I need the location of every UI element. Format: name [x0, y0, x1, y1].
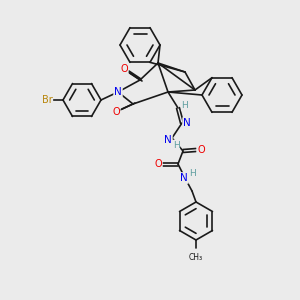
Text: CH₃: CH₃ — [189, 253, 203, 262]
Text: H: H — [182, 101, 188, 110]
Text: N: N — [164, 135, 172, 145]
Text: Br: Br — [42, 95, 52, 105]
Text: O: O — [154, 159, 162, 169]
Text: O: O — [120, 64, 128, 74]
Text: H: H — [189, 169, 195, 178]
Text: N: N — [180, 173, 188, 183]
Text: O: O — [197, 145, 205, 155]
Text: N: N — [114, 87, 122, 97]
Text: O: O — [112, 107, 120, 117]
Text: N: N — [183, 118, 191, 128]
Text: H: H — [172, 140, 179, 149]
